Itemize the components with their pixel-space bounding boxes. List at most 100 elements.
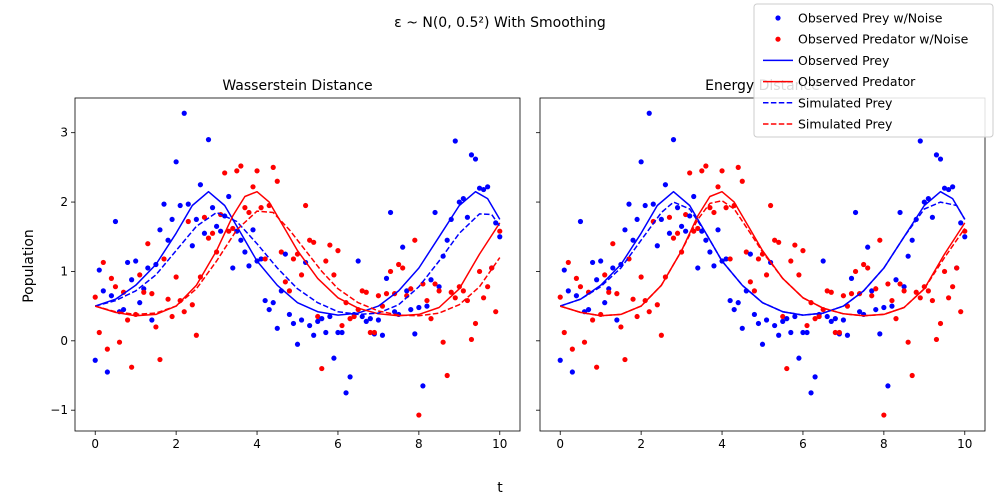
predator-noise-point [751, 288, 758, 294]
predator-noise-point [129, 364, 135, 370]
prey-noise-point [193, 216, 199, 223]
y-tick-label: 0 [60, 334, 68, 348]
panel-title: Wasserstein Distance [222, 78, 372, 94]
prey-noise-point [941, 185, 948, 191]
predator-noise-point [339, 322, 345, 329]
axes-frame [74, 97, 521, 432]
prey-noise-point [646, 110, 652, 116]
x-tick-label: 4 [718, 437, 726, 451]
predator-noise-point [646, 309, 652, 315]
predator-noise-point [448, 289, 454, 295]
predator-noise-point [485, 284, 491, 290]
predator-noise-point [707, 205, 713, 211]
prey-noise-point [222, 213, 228, 219]
predator-noise-point [893, 316, 899, 322]
predator-noise-point [816, 313, 822, 320]
x-tick-label: 8 [415, 437, 423, 451]
predator-noise-point [161, 256, 167, 262]
predator-noise-point [250, 184, 256, 190]
predator-noise-point [112, 284, 119, 290]
predator-noise-point [950, 284, 956, 290]
predator-noise-point [565, 259, 571, 266]
predator-noise-point [96, 329, 102, 336]
prey-noise-point [375, 317, 382, 323]
x-tick-label: 0 [556, 437, 564, 451]
prey-noise-point [129, 277, 135, 283]
prey-noise-point [840, 317, 847, 323]
prey-noise-point [460, 195, 466, 202]
prey-noise-point [691, 193, 697, 200]
predator-noise-point [173, 274, 179, 280]
simulated-predator-line [559, 199, 966, 317]
prey-noise-point [832, 316, 838, 322]
prey-noise-point [812, 374, 818, 380]
predator-noise-point [687, 170, 693, 176]
prey-noise-point [642, 202, 648, 209]
prey-noise-point [209, 205, 216, 211]
legend-label: Observed Predator w/Noise [798, 32, 969, 47]
x-tick-label: 2 [172, 437, 180, 451]
legend-marker [775, 36, 781, 42]
prey-noise-point [687, 213, 693, 219]
prey-noise-point [133, 258, 139, 264]
prey-noise-point [238, 237, 244, 243]
prey-noise-point [723, 256, 729, 262]
prey-noise-point [788, 329, 794, 336]
predator-noise-point [387, 268, 394, 275]
predator-noise-point [905, 339, 911, 345]
prey-noise-point [205, 137, 212, 143]
prey-noise-point [731, 306, 737, 313]
prey-noise-point [165, 237, 171, 243]
prey-noise-point [464, 214, 471, 220]
predator-noise-point [157, 356, 163, 363]
predator-noise-point [573, 275, 580, 281]
prey-noise-point [359, 313, 365, 320]
prey-noise-point [626, 201, 632, 207]
prey-noise-point [565, 288, 571, 294]
prey-noise-point [945, 186, 952, 193]
legend-marker [775, 15, 781, 21]
prey-noise-point [226, 193, 232, 200]
prey-noise-point [266, 306, 272, 313]
prey-noise-point [901, 284, 907, 290]
predator-noise-point [933, 336, 940, 343]
predator-noise-point [954, 265, 960, 271]
predator-noise-point [772, 237, 778, 243]
predator-noise-point [460, 288, 466, 294]
prey-noise-point [177, 202, 183, 209]
prey-noise-point [436, 284, 442, 290]
predator-noise-point [747, 279, 753, 285]
predator-noise-point [428, 316, 434, 322]
predator-noise-point [594, 364, 600, 370]
predator-noise-point [917, 295, 923, 301]
predator-noise-point [124, 317, 131, 323]
predator-noise-point [307, 237, 313, 243]
x-axis-label: t [497, 480, 503, 496]
predator-noise-point [869, 293, 875, 299]
predator-noise-point [351, 313, 357, 320]
legend-box [753, 3, 994, 138]
predator-noise-point [763, 272, 770, 278]
prey-noise-point [865, 244, 871, 250]
predator-noise-point [258, 205, 264, 211]
prey-noise-point [379, 332, 386, 338]
predator-noise-point [145, 241, 151, 247]
prey-noise-point [100, 288, 106, 294]
prey-noise-point [937, 156, 944, 162]
predator-noise-point [589, 317, 596, 323]
predator-noise-point [958, 309, 964, 315]
predator-noise-point [715, 184, 721, 190]
prey-noise-point [674, 205, 681, 211]
predator-noise-point [226, 228, 232, 234]
predator-noise-point [638, 274, 644, 280]
predator-noise-point [877, 237, 883, 243]
prey-noise-point [695, 265, 701, 271]
prey-noise-point [670, 137, 677, 143]
predator-noise-point [569, 346, 575, 352]
predator-noise-point [234, 168, 240, 174]
prey-noise-point [157, 227, 163, 233]
predator-noise-point [670, 235, 677, 241]
predator-noise-point [444, 372, 450, 379]
predator-noise-point [780, 313, 786, 320]
prey-noise-point [213, 223, 220, 229]
